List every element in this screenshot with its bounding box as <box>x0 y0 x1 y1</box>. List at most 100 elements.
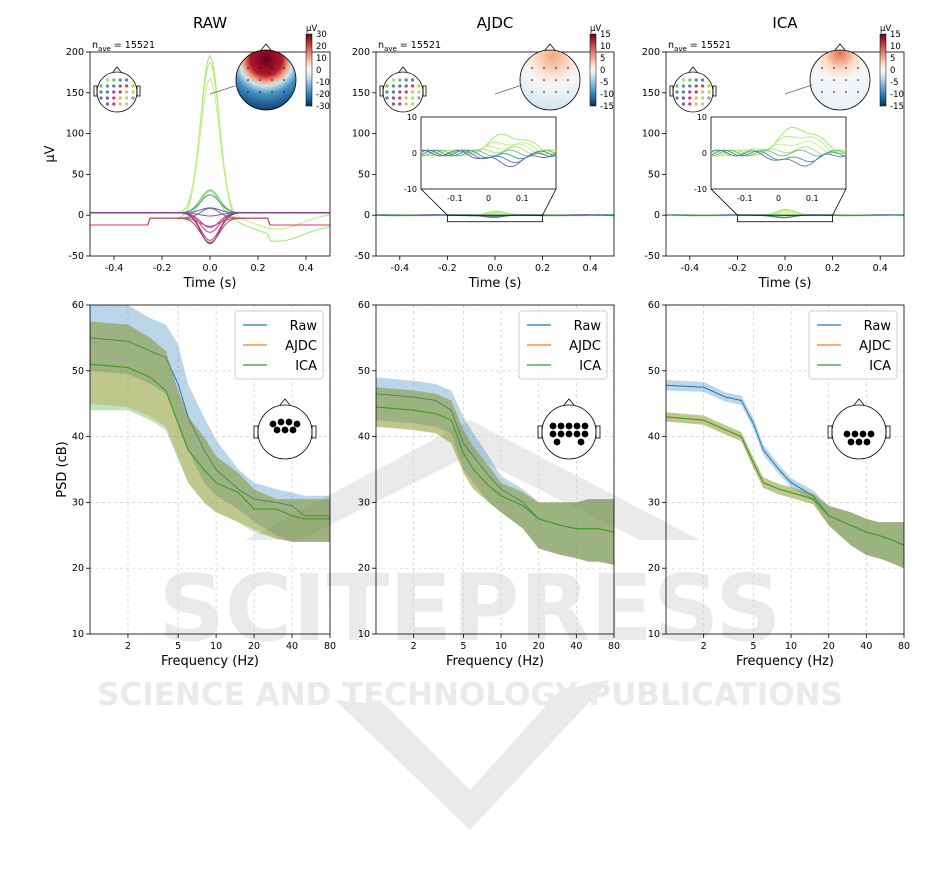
sensor-dot <box>404 90 408 94</box>
inset-xtick-label: 0 <box>776 194 781 203</box>
sensor-dot <box>105 78 109 82</box>
psd-line-ica <box>89 363 330 520</box>
psd-panel-1: 2 5 10 20 40 80 10 20 30 40 50 60 Frequency (Hz) PSD … <box>55 300 336 669</box>
psd-legend-label: Raw <box>574 319 602 334</box>
sensor-dot <box>105 90 109 94</box>
erp-ytick-label: 150 <box>642 88 660 99</box>
erp-xtick-label: 0.2 <box>250 263 265 274</box>
erp-trace <box>90 194 330 214</box>
psd-head-sensor <box>581 422 589 430</box>
sensor-dot <box>398 90 402 94</box>
erp-xtick-label: 0.4 <box>298 263 313 274</box>
psd-xtick-label: 20 <box>533 641 545 652</box>
sensor-dot <box>105 96 109 100</box>
psd-head-sensor <box>293 420 301 428</box>
sensor-dot <box>404 84 408 88</box>
inset-ytick-label: 0 <box>412 149 417 158</box>
sensor-dot <box>404 78 408 82</box>
sensor-dot <box>417 84 421 88</box>
psd-ytick-label: 30 <box>358 497 370 508</box>
nave-annotation: nave = 15521 <box>378 40 441 53</box>
sensor-head-ear <box>93 85 98 97</box>
topomap-sensor <box>543 79 545 81</box>
psd-legend-label: AJDC <box>569 339 601 354</box>
topomap-sensor <box>833 79 835 81</box>
sensor-dot <box>131 96 135 100</box>
erp-trace <box>90 189 330 214</box>
colorbar-tick-label: 0 <box>890 66 895 76</box>
psd-head-sensor <box>565 430 573 438</box>
inset-zoom-box <box>446 214 543 223</box>
psd-head-sensor <box>565 422 573 430</box>
erp-xtick-label: -0.2 <box>153 263 172 274</box>
topomap-sensor <box>271 67 273 69</box>
topomap-sensor <box>821 67 823 69</box>
colorbar-tick-label: -5 <box>600 78 608 88</box>
psd-head-sensor <box>549 422 557 430</box>
colorbar-tick-label: 30 <box>316 30 327 40</box>
psd-xtick-label: 40 <box>286 641 298 652</box>
psd-head-sensor <box>557 422 565 430</box>
sensor-dot <box>99 84 103 88</box>
sensor-dot <box>125 78 129 82</box>
psd-head-ear <box>311 425 317 439</box>
psd-ytick-label: 50 <box>648 366 660 377</box>
sensor-head-nose <box>398 66 408 73</box>
colorbar-tick-label: 5 <box>600 54 605 64</box>
sensor-dot <box>411 96 415 100</box>
sensor-head-ear <box>379 85 384 97</box>
topomap-sensor <box>555 79 557 81</box>
sensor-dot <box>688 90 692 94</box>
erp-xtick-label: 0.4 <box>583 263 598 274</box>
erp-ytick-label: 150 <box>352 88 370 99</box>
psd-xtick-label: 80 <box>898 641 910 652</box>
psd-head-ear <box>827 425 833 439</box>
sensor-dot <box>125 96 129 100</box>
erp-ytick-label: 50 <box>358 169 370 180</box>
erp-xtick-label: -0.2 <box>438 263 457 274</box>
topomap-nose <box>544 43 556 51</box>
psd-ytick-label: 30 <box>648 497 660 508</box>
psd-legend-label: AJDC <box>285 339 317 354</box>
sensor-dot <box>118 102 122 106</box>
inset-trace <box>420 141 557 157</box>
psd-ytick-label: 50 <box>72 366 84 377</box>
sensor-dot <box>675 84 679 88</box>
sensor-dot <box>701 90 705 94</box>
colorbar-tick-label: -30 <box>316 102 330 112</box>
sensor-dot <box>398 78 402 82</box>
psd-head-sensor <box>843 430 851 438</box>
psd-ytick-label: 10 <box>72 629 84 640</box>
sensor-head-ear <box>136 85 141 97</box>
psd-head-ear <box>885 425 891 439</box>
sensor-dot <box>675 90 679 94</box>
psd-ytick-label: 20 <box>648 563 660 574</box>
erp-trace <box>376 214 614 218</box>
psd-line-ica <box>375 406 615 533</box>
inset-xtick-label: 0.1 <box>516 194 529 203</box>
topomap-sensor <box>567 67 569 69</box>
psd-head-sensor <box>289 426 297 434</box>
colorbar <box>879 33 887 107</box>
sensor-dot <box>411 90 415 94</box>
erp-xtick-label: 0.0 <box>202 263 217 274</box>
psd-head-sensor <box>277 418 285 426</box>
psd-legend-label: Raw <box>290 319 318 334</box>
sensor-dot <box>112 78 116 82</box>
inset-ytick-label: 10 <box>697 113 707 122</box>
colorbar-tick-label: -5 <box>890 78 898 88</box>
psd-band-ica <box>376 387 614 565</box>
sensor-dot <box>391 90 395 94</box>
topomap-sensor <box>283 91 285 93</box>
psd-legend-box <box>234 310 324 380</box>
sensor-dot <box>694 96 698 100</box>
psd-head-sensor <box>859 430 867 438</box>
colorbar-tick-label: -15 <box>890 102 904 112</box>
sensor-dot <box>99 96 103 100</box>
colorbar-unit: µV <box>590 24 601 34</box>
sensor-dot <box>385 90 389 94</box>
inset-trace <box>710 140 847 157</box>
topomap-sensor <box>247 91 249 93</box>
psd-legend-label: ICA <box>579 359 601 374</box>
